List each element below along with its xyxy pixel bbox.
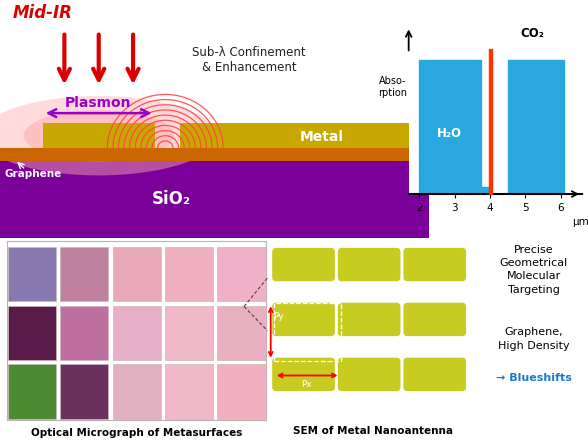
Bar <box>61 247 108 301</box>
FancyBboxPatch shape <box>403 303 466 336</box>
Text: Px: Px <box>301 380 312 389</box>
Bar <box>181 123 420 148</box>
Text: Optical Micrograph of Metasurfaces: Optical Micrograph of Metasurfaces <box>31 428 242 438</box>
Bar <box>218 247 265 301</box>
Text: Mid-IR: Mid-IR <box>13 4 73 22</box>
Text: Metal: Metal <box>300 130 344 144</box>
Bar <box>274 303 340 361</box>
Text: Graphene: Graphene <box>4 168 62 179</box>
FancyBboxPatch shape <box>403 248 466 281</box>
Text: SiO₂: SiO₂ <box>152 191 191 209</box>
Ellipse shape <box>24 110 174 161</box>
Text: Precise
Geometrical
Molecular
Targeting: Precise Geometrical Molecular Targeting <box>499 245 568 295</box>
Text: → Blueshifts: → Blueshifts <box>496 373 572 383</box>
Bar <box>165 364 213 419</box>
Bar <box>165 247 213 301</box>
Text: 500 nm: 500 nm <box>410 410 442 419</box>
Bar <box>8 364 56 419</box>
Bar <box>113 247 161 301</box>
Bar <box>43 123 155 148</box>
Bar <box>113 306 161 360</box>
Bar <box>8 247 56 301</box>
Bar <box>218 364 265 419</box>
Bar <box>113 364 161 419</box>
Text: Lx: Lx <box>465 241 475 250</box>
Text: Ly: Ly <box>471 315 480 324</box>
Bar <box>165 306 213 360</box>
Text: CO₂: CO₂ <box>520 27 544 40</box>
Text: Sub-λ Confinement
& Enhancement: Sub-λ Confinement & Enhancement <box>192 45 306 74</box>
Text: Py: Py <box>273 311 283 321</box>
Text: Graphene,
High Density: Graphene, High Density <box>498 327 569 351</box>
FancyBboxPatch shape <box>272 248 335 281</box>
Text: μm: μm <box>572 217 588 227</box>
FancyBboxPatch shape <box>338 248 400 281</box>
FancyBboxPatch shape <box>338 358 400 391</box>
Bar <box>61 306 108 360</box>
Ellipse shape <box>0 96 217 176</box>
Text: SEM of Metal Nanoantenna: SEM of Metal Nanoantenna <box>293 426 453 436</box>
Bar <box>218 306 265 360</box>
Text: H₂O: H₂O <box>437 127 462 140</box>
Bar <box>0 159 429 238</box>
Text: Plasmon: Plasmon <box>65 96 131 110</box>
Bar <box>0 148 429 161</box>
Text: Abso-
rption: Abso- rption <box>378 76 407 97</box>
FancyBboxPatch shape <box>338 303 400 336</box>
FancyBboxPatch shape <box>272 358 335 391</box>
Bar <box>8 306 56 360</box>
Bar <box>61 364 108 419</box>
FancyBboxPatch shape <box>272 303 335 336</box>
FancyBboxPatch shape <box>403 358 466 391</box>
